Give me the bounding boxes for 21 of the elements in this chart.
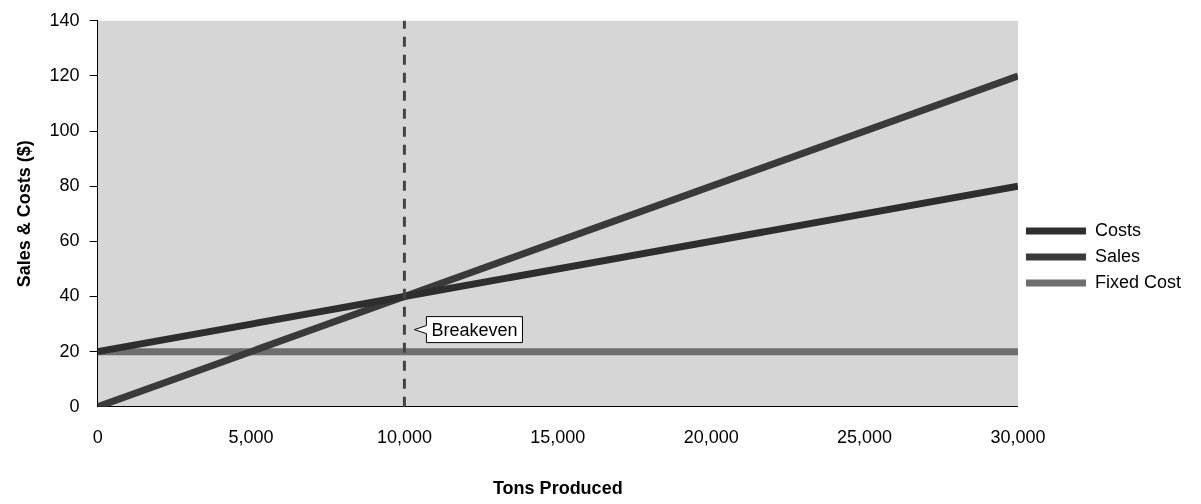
y-tick-label: 80 [59, 175, 80, 196]
legend-label: Costs [1094, 219, 1141, 240]
y-tick-label: 120 [49, 64, 80, 85]
x-axis-title: Tons Produced [492, 478, 623, 499]
x-tick-label: 0 [92, 426, 103, 447]
x-tick-label: 25,000 [837, 426, 893, 447]
legend-label: Sales [1094, 245, 1140, 266]
y-tick-label: 60 [59, 230, 80, 251]
x-tick-label: 5,000 [228, 426, 274, 447]
y-tick-label: 40 [59, 285, 80, 306]
y-axis-title: Sales & Costs ($) [13, 140, 34, 288]
x-tick-label: 15,000 [530, 426, 586, 447]
annotation: Breakeven [431, 319, 518, 340]
y-tick-label: 20 [59, 340, 80, 361]
y-tick-label: 140 [49, 9, 80, 30]
x-tick-label: 20,000 [683, 426, 739, 447]
x-tick-label: 10,000 [376, 426, 432, 447]
y-tick-label: 100 [49, 120, 80, 141]
y-tick-label: 0 [69, 395, 80, 416]
x-tick-label: 30,000 [990, 426, 1046, 447]
legend-label: Fixed Cost [1094, 271, 1181, 292]
